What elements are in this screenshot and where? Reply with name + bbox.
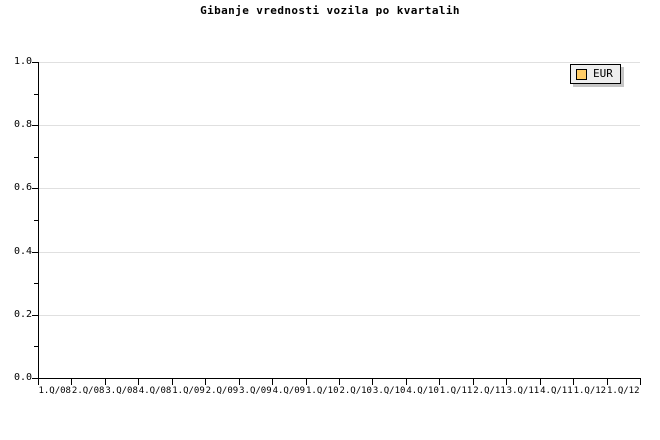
y-axis-tick xyxy=(32,315,38,316)
y-axis-tick xyxy=(32,62,38,63)
y-axis-minor-tick xyxy=(34,346,38,347)
y-axis-tick-label: 0.2 xyxy=(13,309,32,320)
x-axis-tick xyxy=(272,379,273,385)
gridline xyxy=(39,125,640,126)
x-axis-tick xyxy=(239,379,240,385)
y-axis-tick-label: 1.0 xyxy=(13,56,32,67)
y-axis-minor-tick xyxy=(34,94,38,95)
x-axis-tick xyxy=(607,379,608,385)
x-axis-tick xyxy=(506,379,507,385)
x-axis-tick-label: 2.Q/09 xyxy=(205,386,239,396)
gridline xyxy=(39,252,640,253)
y-axis-tick-labels: 0.0 0.2 0.4 0.6 0.8 1.0 xyxy=(0,0,32,440)
y-axis-tick xyxy=(32,378,38,379)
x-axis-tick xyxy=(306,379,307,385)
x-axis-tick-label: 1.Q/12 xyxy=(573,386,607,396)
x-axis-tick-label: 3.Q/11 xyxy=(506,386,540,396)
x-axis-tick xyxy=(71,379,72,385)
x-axis-tick-label: 4.Q/11 xyxy=(540,386,573,396)
x-axis-tick xyxy=(372,379,373,385)
x-axis-tick xyxy=(38,379,39,385)
x-axis-tick-label: 3.Q/09 xyxy=(239,386,272,396)
x-axis-tick-label: 1.Q/08 xyxy=(38,386,71,396)
x-axis-tick-label: 4.Q/10 xyxy=(406,386,439,396)
y-axis-tick-label: 0.8 xyxy=(13,119,32,130)
x-axis-tick-label: 3.Q/10 xyxy=(372,386,406,396)
x-axis-tick-label: 3.Q/08 xyxy=(105,386,138,396)
x-axis-tick-label: 2.Q/10 xyxy=(339,386,372,396)
y-axis-line xyxy=(38,62,39,379)
chart-title: Gibanje vrednosti vozila po kvartalih xyxy=(200,4,460,17)
x-axis-tick xyxy=(640,379,641,385)
chart-legend[interactable]: EUR xyxy=(570,64,621,84)
x-axis-line xyxy=(38,378,641,379)
y-axis-minor-tick xyxy=(34,283,38,284)
x-axis-tick xyxy=(573,379,574,385)
x-axis-tick xyxy=(540,379,541,385)
x-axis-tick-label: 1.Q/10 xyxy=(306,386,339,396)
gridline xyxy=(39,62,640,63)
x-axis-tick xyxy=(439,379,440,385)
y-axis-tick xyxy=(32,252,38,253)
x-axis-tick xyxy=(473,379,474,385)
x-axis-tick-label: 2.Q/08 xyxy=(71,386,105,396)
gridline xyxy=(39,315,640,316)
legend-item-label: EUR xyxy=(593,67,613,80)
y-axis-tick xyxy=(32,125,38,126)
y-axis-minor-tick xyxy=(34,220,38,221)
legend-color-swatch-icon xyxy=(576,68,587,80)
plot-area xyxy=(38,62,640,378)
y-axis-minor-tick xyxy=(34,157,38,158)
gridline xyxy=(39,188,640,189)
y-axis-tick xyxy=(32,188,38,189)
x-axis-tick xyxy=(205,379,206,385)
x-axis-tick-label: 1.Q/12 xyxy=(607,386,640,396)
x-axis-tick xyxy=(172,379,173,385)
y-axis-tick-label: 0.6 xyxy=(13,182,32,193)
x-axis-tick xyxy=(406,379,407,385)
x-axis-tick xyxy=(138,379,139,385)
x-axis-tick-label: 4.Q/09 xyxy=(272,386,306,396)
y-axis-tick-label: 0.4 xyxy=(13,246,32,257)
x-axis-tick-label: 1.Q/11 xyxy=(439,386,473,396)
x-axis-tick-label: 4.Q/08 xyxy=(138,386,172,396)
x-axis-tick-label: 1.Q/09 xyxy=(172,386,205,396)
y-axis-tick-label: 0.0 xyxy=(13,372,32,383)
x-axis-tick xyxy=(105,379,106,385)
x-axis-tick xyxy=(339,379,340,385)
x-axis-tick-label: 2.Q/11 xyxy=(473,386,506,396)
